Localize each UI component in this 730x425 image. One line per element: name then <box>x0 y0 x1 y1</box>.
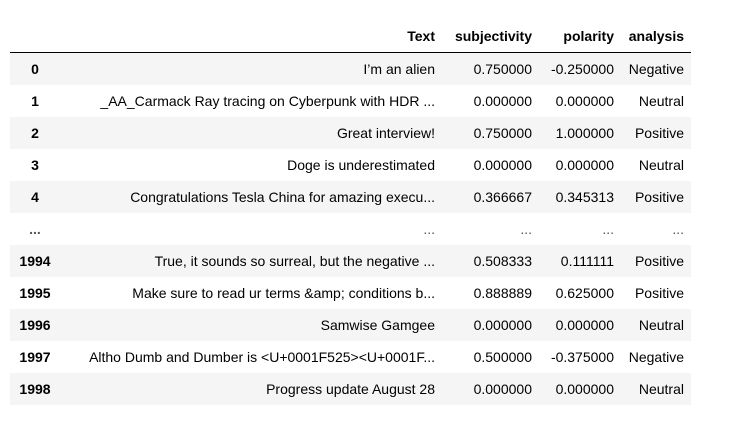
cell-polarity: ... <box>602 221 614 237</box>
column-header-text: Text <box>60 20 442 53</box>
cell-analysis: Positive <box>634 253 684 269</box>
cell-subjectivity: 0.000000 <box>473 317 532 333</box>
cell-text: Make sure to read ur terms &amp; conditi… <box>132 285 435 301</box>
row-index: 1994 <box>19 253 51 269</box>
row-index: 1997 <box>19 349 51 365</box>
table-row: 1995 Make sure to read ur terms &amp; con… <box>10 277 691 309</box>
cell-polarity: 0.000000 <box>555 93 614 109</box>
dataframe-table: Text subjectivity polarity analysis 0 I’m… <box>10 20 691 405</box>
row-index: 1996 <box>19 317 51 333</box>
table-row: 1 _AA_Carmack Ray tracing on Cyberpunk wi… <box>10 85 691 117</box>
row-index: 4 <box>31 189 39 205</box>
cell-subjectivity: 0.508333 <box>473 253 532 269</box>
cell-polarity: 0.000000 <box>555 381 614 397</box>
cell-text: Doge is underestimated <box>287 157 435 173</box>
cell-subjectivity: 0.366667 <box>473 189 532 205</box>
cell-text: True, it sounds so surreal, but the nega… <box>154 253 435 269</box>
table-header: Text subjectivity polarity analysis <box>10 20 691 53</box>
cell-subjectivity: 0.888889 <box>473 285 532 301</box>
index-header <box>10 20 60 53</box>
row-index: 1998 <box>19 381 51 397</box>
row-index: 1 <box>31 93 39 109</box>
cell-analysis: ... <box>672 221 684 237</box>
cell-polarity: 0.111111 <box>560 253 614 269</box>
row-index: 0 <box>31 61 39 77</box>
table-row: 1994 True, it sounds so surreal, but the … <box>10 245 691 277</box>
cell-polarity: 0.345313 <box>555 189 614 205</box>
column-header-subjectivity: subjectivity <box>442 20 539 53</box>
cell-text: Altho Dumb and Dumber is <U+0001F525><U+… <box>89 349 435 365</box>
cell-subjectivity: 0.750000 <box>473 61 532 77</box>
cell-text: Samwise Gamgee <box>320 317 435 333</box>
cell-subjectivity: ... <box>520 221 532 237</box>
table-body: 0 I’m an alien 0.750000 -0.250000 Negative 1 _… <box>10 52 691 405</box>
cell-text: ... <box>423 221 435 237</box>
cell-polarity: -0.375000 <box>550 349 614 365</box>
cell-text: I’m an alien <box>363 61 435 77</box>
cell-subjectivity: 0.000000 <box>473 381 532 397</box>
cell-polarity: 0.625000 <box>555 285 614 301</box>
cell-analysis: Neutral <box>638 381 684 397</box>
cell-analysis: Negative <box>628 349 684 365</box>
table-row: 2 Great interview! 0.750000 1.000000 Positiv… <box>10 117 691 149</box>
cell-text: Progress update August 28 <box>266 381 435 397</box>
table-row: 1998 Progress update August 28 0.000000 0.0… <box>10 373 691 405</box>
cell-text: _AA_Carmack Ray tracing on Cyberpunk wit… <box>100 93 435 109</box>
cell-subjectivity: 0.750000 <box>473 125 532 141</box>
cell-polarity: 1.000000 <box>555 125 614 141</box>
table-row: 3 Doge is underestimated 0.000000 0.000000 N… <box>10 149 691 181</box>
table-row: ............... <box>10 213 691 245</box>
dataframe-output: Text subjectivity polarity analysis 0 I’m… <box>10 20 691 405</box>
table-row: 1997 Altho Dumb and Dumber is <U+0001F525… <box>10 341 691 373</box>
row-index: 2 <box>31 125 39 141</box>
cell-analysis: Neutral <box>638 93 684 109</box>
row-index: 3 <box>31 157 39 173</box>
row-index: ... <box>29 221 41 237</box>
cell-text: Congratulations Tesla China for amazing … <box>130 189 435 205</box>
row-index: 1995 <box>19 285 51 301</box>
cell-polarity: 0.000000 <box>555 317 614 333</box>
table-row: 0 I’m an alien 0.750000 -0.250000 Negative <box>10 52 691 85</box>
cell-analysis: Neutral <box>638 317 684 333</box>
cell-text: Great interview! <box>336 125 435 141</box>
cell-analysis: Positive <box>634 285 684 301</box>
cell-analysis: Positive <box>634 189 684 205</box>
cell-polarity: -0.250000 <box>550 61 614 77</box>
cell-analysis: Positive <box>634 125 684 141</box>
cell-subjectivity: 0.000000 <box>473 157 532 173</box>
table-row: 1996 Samwise Gamgee 0.000000 0.000000 Neutra… <box>10 309 691 341</box>
column-header-analysis: analysis <box>621 20 691 53</box>
header-row: Text subjectivity polarity analysis <box>10 20 691 53</box>
cell-subjectivity: 0.500000 <box>473 349 532 365</box>
cell-analysis: Neutral <box>638 157 684 173</box>
column-header-polarity: polarity <box>539 20 621 53</box>
table-row: 4 Congratulations Tesla China for amazing… <box>10 181 691 213</box>
cell-polarity: 0.000000 <box>555 157 614 173</box>
cell-subjectivity: 0.000000 <box>473 93 532 109</box>
cell-analysis: Negative <box>628 61 684 77</box>
